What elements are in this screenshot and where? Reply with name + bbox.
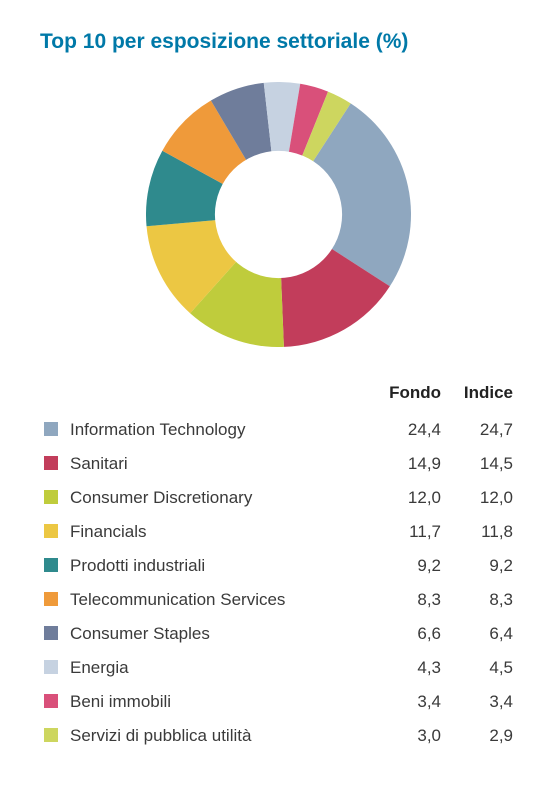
legend-swatch bbox=[44, 422, 58, 436]
indice-value: 9,2 bbox=[445, 549, 517, 583]
sector-label: Consumer Staples bbox=[70, 624, 210, 643]
indice-value: 14,5 bbox=[445, 447, 517, 481]
sector-label: Sanitari bbox=[70, 454, 128, 473]
indice-value: 24,7 bbox=[445, 413, 517, 447]
sector-label-cell: Consumer Staples bbox=[40, 617, 373, 651]
table-row: Prodotti industriali 9,29,2 bbox=[40, 549, 517, 583]
fondo-value: 3,4 bbox=[373, 685, 445, 719]
sector-label-cell: Sanitari bbox=[40, 447, 373, 481]
indice-value: 12,0 bbox=[445, 481, 517, 515]
table-row: Servizi di pubblica utilità 3,02,9 bbox=[40, 719, 517, 753]
legend-swatch bbox=[44, 490, 58, 504]
sector-label: Energia bbox=[70, 658, 129, 677]
sector-label-cell: Information Technology bbox=[40, 413, 373, 447]
indice-value: 4,5 bbox=[445, 651, 517, 685]
donut-chart-container bbox=[40, 82, 517, 347]
table-row: Sanitari 14,914,5 bbox=[40, 447, 517, 481]
sector-label-cell: Servizi di pubblica utilità bbox=[40, 719, 373, 753]
legend-swatch bbox=[44, 626, 58, 640]
table-row: Information Technology 24,424,7 bbox=[40, 413, 517, 447]
indice-value: 2,9 bbox=[445, 719, 517, 753]
col-sector bbox=[40, 377, 373, 413]
legend-swatch bbox=[44, 524, 58, 538]
sector-label: Beni immobili bbox=[70, 692, 171, 711]
indice-value: 3,4 bbox=[445, 685, 517, 719]
sector-label: Consumer Discretionary bbox=[70, 488, 252, 507]
indice-value: 8,3 bbox=[445, 583, 517, 617]
table-row: Financials 11,711,8 bbox=[40, 515, 517, 549]
sector-label: Information Technology bbox=[70, 420, 245, 439]
col-indice: Indice bbox=[445, 377, 517, 413]
table-row: Energia 4,34,5 bbox=[40, 651, 517, 685]
sector-label-cell: Telecommunication Services bbox=[40, 583, 373, 617]
fondo-value: 14,9 bbox=[373, 447, 445, 481]
legend-swatch bbox=[44, 558, 58, 572]
legend-swatch bbox=[44, 456, 58, 470]
sector-label-cell: Financials bbox=[40, 515, 373, 549]
legend-swatch bbox=[44, 728, 58, 742]
sector-label-cell: Prodotti industriali bbox=[40, 549, 373, 583]
sector-label: Servizi di pubblica utilità bbox=[70, 726, 251, 745]
sector-label-cell: Beni immobili bbox=[40, 685, 373, 719]
fondo-value: 6,6 bbox=[373, 617, 445, 651]
sector-label-cell: Energia bbox=[40, 651, 373, 685]
donut-hole bbox=[215, 151, 342, 278]
sector-table: Fondo Indice Information Technology24,42… bbox=[40, 377, 517, 753]
indice-value: 6,4 bbox=[445, 617, 517, 651]
table-row: Consumer Discretionary 12,012,0 bbox=[40, 481, 517, 515]
sector-label: Telecommunication Services bbox=[70, 590, 285, 609]
col-fondo: Fondo bbox=[373, 377, 445, 413]
sector-label: Financials bbox=[70, 522, 147, 541]
sector-label: Prodotti industriali bbox=[70, 556, 205, 575]
sector-label-cell: Consumer Discretionary bbox=[40, 481, 373, 515]
table-row: Telecommunication Services 8,38,3 bbox=[40, 583, 517, 617]
legend-swatch bbox=[44, 592, 58, 606]
indice-value: 11,8 bbox=[445, 515, 517, 549]
legend-swatch bbox=[44, 694, 58, 708]
fondo-value: 11,7 bbox=[373, 515, 445, 549]
table-row: Beni immobili 3,43,4 bbox=[40, 685, 517, 719]
chart-title: Top 10 per esposizione settoriale (%) bbox=[40, 30, 517, 54]
fondo-value: 3,0 bbox=[373, 719, 445, 753]
table-row: Consumer Staples 6,66,4 bbox=[40, 617, 517, 651]
fondo-value: 9,2 bbox=[373, 549, 445, 583]
donut-chart bbox=[146, 82, 411, 347]
fondo-value: 4,3 bbox=[373, 651, 445, 685]
fondo-value: 8,3 bbox=[373, 583, 445, 617]
legend-swatch bbox=[44, 660, 58, 674]
fondo-value: 12,0 bbox=[373, 481, 445, 515]
fondo-value: 24,4 bbox=[373, 413, 445, 447]
